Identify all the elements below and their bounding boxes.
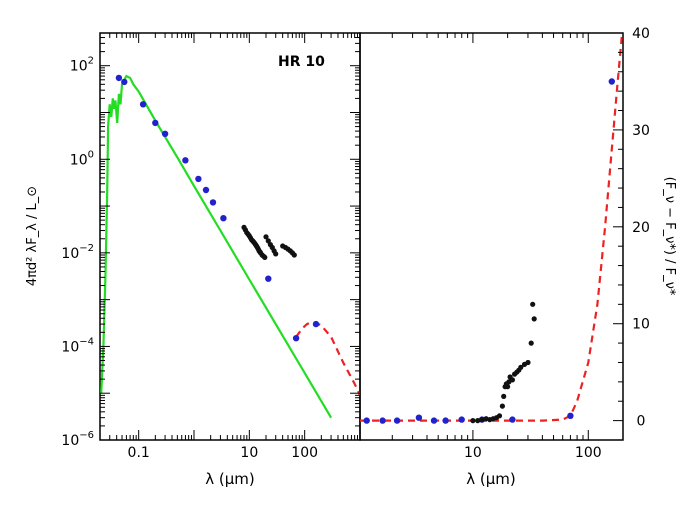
left-photometry-point [152, 119, 159, 127]
left-x-tick-label: 10 [240, 445, 258, 461]
left-photometry-point [195, 175, 202, 183]
right-axes: 10 100 0 10 20 30 40 [391, 26, 650, 461]
left-photometry-point [161, 130, 169, 137]
left-photometry-point [115, 74, 123, 82]
left-photometry-point [312, 320, 320, 328]
left-x-axis-label: λ (μm) [205, 470, 255, 488]
right-y-tick-label: 0 [637, 414, 646, 430]
right-spectrum-point [479, 417, 485, 423]
right-panel-frame [359, 32, 624, 441]
left-x-tick-label: 100 [291, 445, 318, 461]
left-plot-area [100, 74, 360, 419]
left-spectrum-point [273, 251, 279, 257]
left-y-tick-label: 10−2 [61, 243, 94, 262]
right-y-tick-label: 20 [632, 220, 650, 236]
right-spectrum-point [505, 384, 511, 390]
right-photometry-point [379, 417, 386, 424]
right-plot-area [360, 33, 623, 424]
right-photometry-point [442, 417, 449, 424]
left-photometry-point [265, 275, 272, 282]
chart-title: HR 10 [278, 54, 325, 70]
right-y-tick-label: 10 [632, 317, 650, 333]
left-y-tick-label: 100 [70, 149, 94, 168]
left-photometry-point [220, 215, 227, 222]
right-spectrum-point [470, 418, 476, 424]
left-photometry-point [209, 199, 217, 206]
right-photometry-point [415, 414, 423, 421]
right-y-tick-label: 40 [632, 26, 650, 42]
right-x-tick-label: 10 [464, 445, 482, 461]
left-spectrum-point [291, 252, 297, 258]
left-photometry-point [292, 335, 300, 342]
right-y-axis-label: (F_ν − F_ν*) / F_ν* [662, 177, 677, 296]
left-y-tick-label: 10−6 [61, 430, 94, 449]
right-photometry-point [567, 412, 574, 419]
right-x-axis-label: λ (μm) [466, 470, 516, 488]
right-spectrum-point [501, 393, 507, 399]
right-photometry-point [509, 416, 516, 423]
right-x-tick-label: 100 [575, 445, 602, 461]
right-spectrum-point [530, 301, 536, 307]
left-photometry-point [202, 186, 210, 194]
right-photometry-point [608, 78, 615, 85]
right-spectrum-point [525, 359, 531, 366]
right-spectrum-point [509, 377, 515, 383]
right-spectrum-point [531, 316, 537, 322]
left-photometry-point [139, 101, 147, 108]
left-photometry-point [121, 78, 128, 86]
right-spectrum-point [496, 413, 503, 419]
left-y-tick-label: 10−4 [61, 336, 94, 355]
left-photometry-point [182, 157, 189, 164]
left-y-tick-label: 102 [70, 56, 94, 75]
left-axes: 0.1 10 100 102 100 10−2 10−4 10−6 [61, 32, 361, 461]
left-x-tick-label: 0.1 [128, 445, 150, 461]
right-y-tick-label: 30 [632, 123, 650, 139]
left-spectrum-point [262, 254, 268, 260]
right-photometry-point [458, 416, 465, 423]
left-y-axis-label: 4πd² λF_λ / L_⊙ [25, 186, 40, 286]
right-photometry-point [363, 417, 370, 424]
right-photometry-point [430, 417, 438, 424]
right-dust-model-excess-line [360, 33, 623, 422]
left-stellar-photosphere-model-line [100, 74, 333, 419]
right-photometry-point [393, 417, 401, 424]
right-spectrum-point [499, 403, 505, 409]
right-spectrum-point [528, 340, 534, 346]
left-dust-emission-model-line [295, 321, 360, 396]
left-spectrum-point [263, 234, 269, 240]
right-spectrum-point [475, 418, 481, 424]
right-spectrum-point [518, 364, 524, 370]
